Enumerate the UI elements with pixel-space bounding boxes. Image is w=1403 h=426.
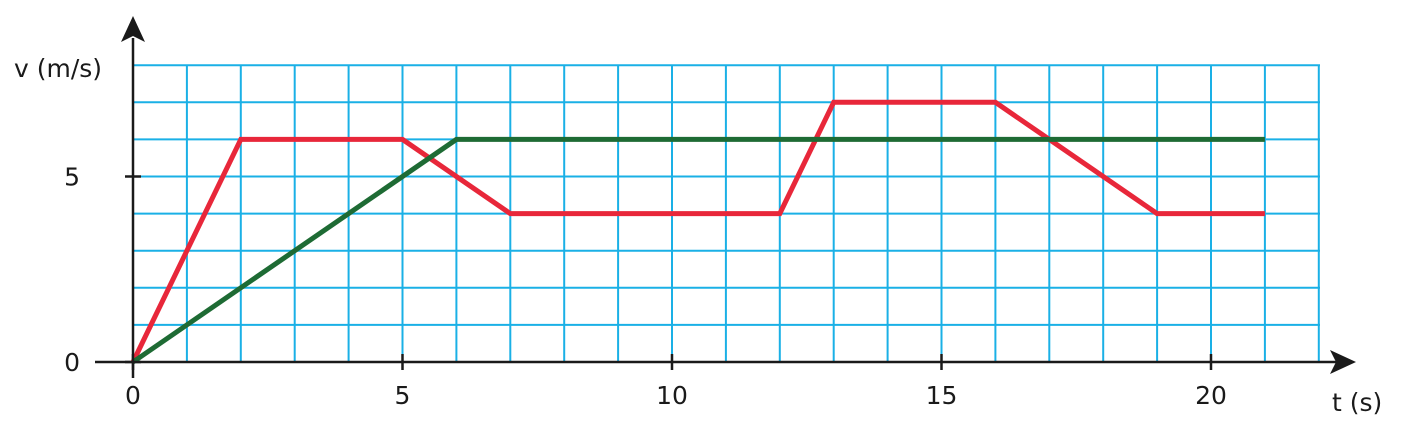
series-lines [130, 99, 1265, 365]
x-tick-label: 5 [395, 381, 411, 410]
axes [95, 16, 1356, 378]
y-axis-arrowhead [121, 16, 145, 42]
x-axis-label: t (s) [1332, 388, 1382, 417]
x-axis-arrowhead [1330, 350, 1356, 374]
x-tick-label: 0 [125, 381, 141, 410]
y-tick-label: 0 [64, 348, 80, 377]
series-line-1 [130, 99, 1265, 364]
x-tick-label: 15 [926, 381, 958, 410]
y-tick-label: 5 [64, 163, 80, 192]
y-axis-label: v (m/s) [14, 54, 102, 83]
x-tick-label: 20 [1195, 381, 1227, 410]
series-line-2 [131, 136, 1265, 365]
x-tick-label: 10 [656, 381, 688, 410]
tick-labels: 0 5 10 15 20 0 5 [64, 163, 1227, 411]
grid [133, 64, 1320, 362]
